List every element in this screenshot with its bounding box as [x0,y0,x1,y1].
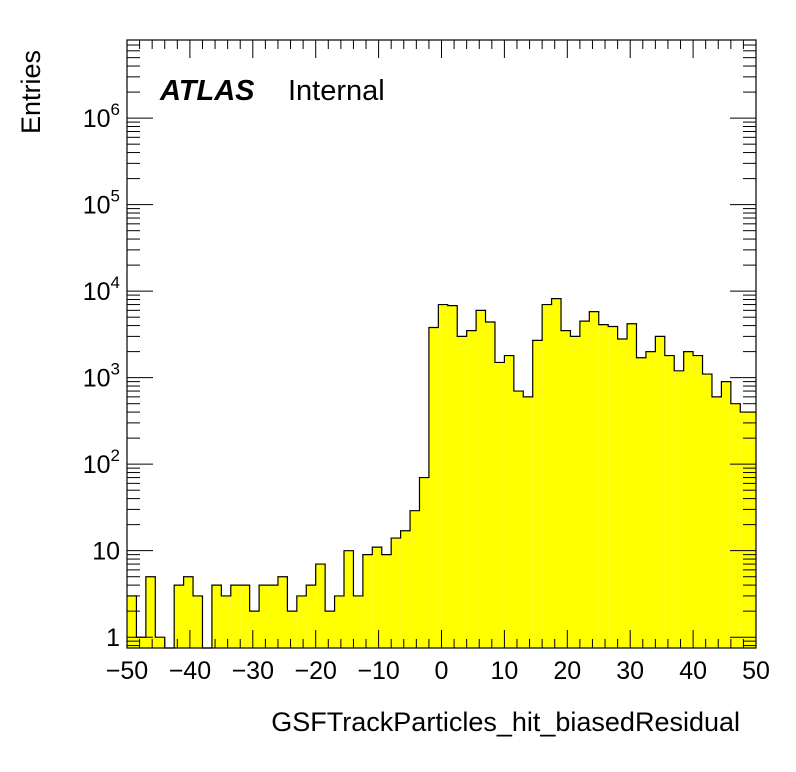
x-tick-label: −30 [232,657,274,685]
histogram-bar [551,298,562,648]
histogram-bar [674,370,684,648]
histogram-bar [457,336,467,648]
histogram-bar [730,403,741,648]
histogram-bar [476,310,486,648]
histogram-bar [287,611,297,648]
histogram-bar [749,412,756,648]
histogram-bar [693,355,703,648]
histogram-outline [127,298,756,649]
histogram-bar [579,321,590,648]
histogram-bar [589,311,599,648]
histogram-bar [617,338,628,648]
histogram-bar [155,637,165,648]
histogram-bar [211,585,222,648]
histogram-bars [127,298,756,648]
x-tick-label: 20 [553,657,581,685]
y-tick-label: 1 [106,624,120,652]
y-tick-label: 102 [83,446,120,479]
histogram-bar [174,585,184,648]
histogram-bar [513,391,524,648]
x-axis-title: GSFTrackParticles_hit_biasedResidual [271,707,740,737]
y-axis-title: Entries [16,50,46,134]
histogram-bar [504,355,514,648]
histogram-bar [702,374,712,648]
axis-ticks [126,39,757,648]
histogram-bar [325,611,335,648]
histogram-bar [136,637,146,648]
histogram-bar [419,477,429,648]
histogram-bar [740,412,750,648]
x-tick-label: −10 [357,657,399,685]
histogram-bar [306,585,316,648]
x-tick-labels: −50 −40 −30 −20 −10 0 10 20 30 40 50 [106,657,770,685]
x-tick-label: 10 [490,657,518,685]
histogram-bar [466,330,477,648]
histogram-bar [268,585,278,648]
x-tick-label: 0 [435,657,449,685]
y-tick-label: 103 [83,360,120,393]
histogram-bar [240,585,250,648]
histogram-bar [645,351,656,648]
y-tick-label: 104 [83,273,120,306]
histogram-bar [561,330,571,648]
x-tick-label: −20 [294,657,336,685]
histogram-bar [598,324,609,648]
histogram-bar [145,576,156,648]
x-tick-label: 30 [616,657,644,685]
histogram-bar [391,538,401,648]
histogram-bar [183,576,194,648]
histogram-bar [636,357,646,648]
histogram-bar [259,585,269,648]
histogram-bar [711,396,722,648]
histogram-bar [400,530,411,648]
histogram-bar [296,595,307,648]
histogram-bar [230,585,241,648]
histogram-bar [655,336,665,648]
histogram-bar [523,396,533,648]
histogram-bar [362,554,373,648]
histogram-bar [344,550,354,648]
histogram-bar [485,321,495,648]
histogram-bar [447,305,458,648]
histogram-bar [381,554,392,648]
histogram-bar [494,362,505,648]
histogram-bar [570,336,580,648]
atlas-label: ATLAS [159,75,255,107]
histogram-bar [542,304,552,648]
histogram-bar [277,576,288,648]
histogram-bar [372,547,382,648]
y-tick-label: 105 [83,187,120,220]
histogram-bar [683,351,694,648]
histogram-bar [249,611,260,648]
histogram-bar [334,595,345,648]
y-tick-label: 10 [92,538,120,566]
histogram-bar [127,595,137,648]
histogram-bar [410,510,420,648]
x-tick-label: −40 [169,657,211,685]
histogram-bar [438,304,448,648]
histogram-bar [664,355,675,648]
histogram-bar [627,323,637,648]
histogram-bar [428,327,439,648]
histogram-bar [353,595,363,648]
histogram-bar [721,381,731,648]
histogram-bar [315,564,326,648]
x-tick-label: 50 [742,657,770,685]
x-tick-label: 40 [679,657,707,685]
x-tick-label: −50 [106,657,148,685]
histogram-bar [221,595,231,648]
y-tick-label: 106 [83,100,120,133]
status-label: Internal [288,75,385,107]
histogram-bar [608,326,618,648]
y-tick-labels: 1 10 102 103 104 105 106 [83,100,120,652]
histogram-bar [532,340,543,648]
histogram-bar [193,595,203,648]
